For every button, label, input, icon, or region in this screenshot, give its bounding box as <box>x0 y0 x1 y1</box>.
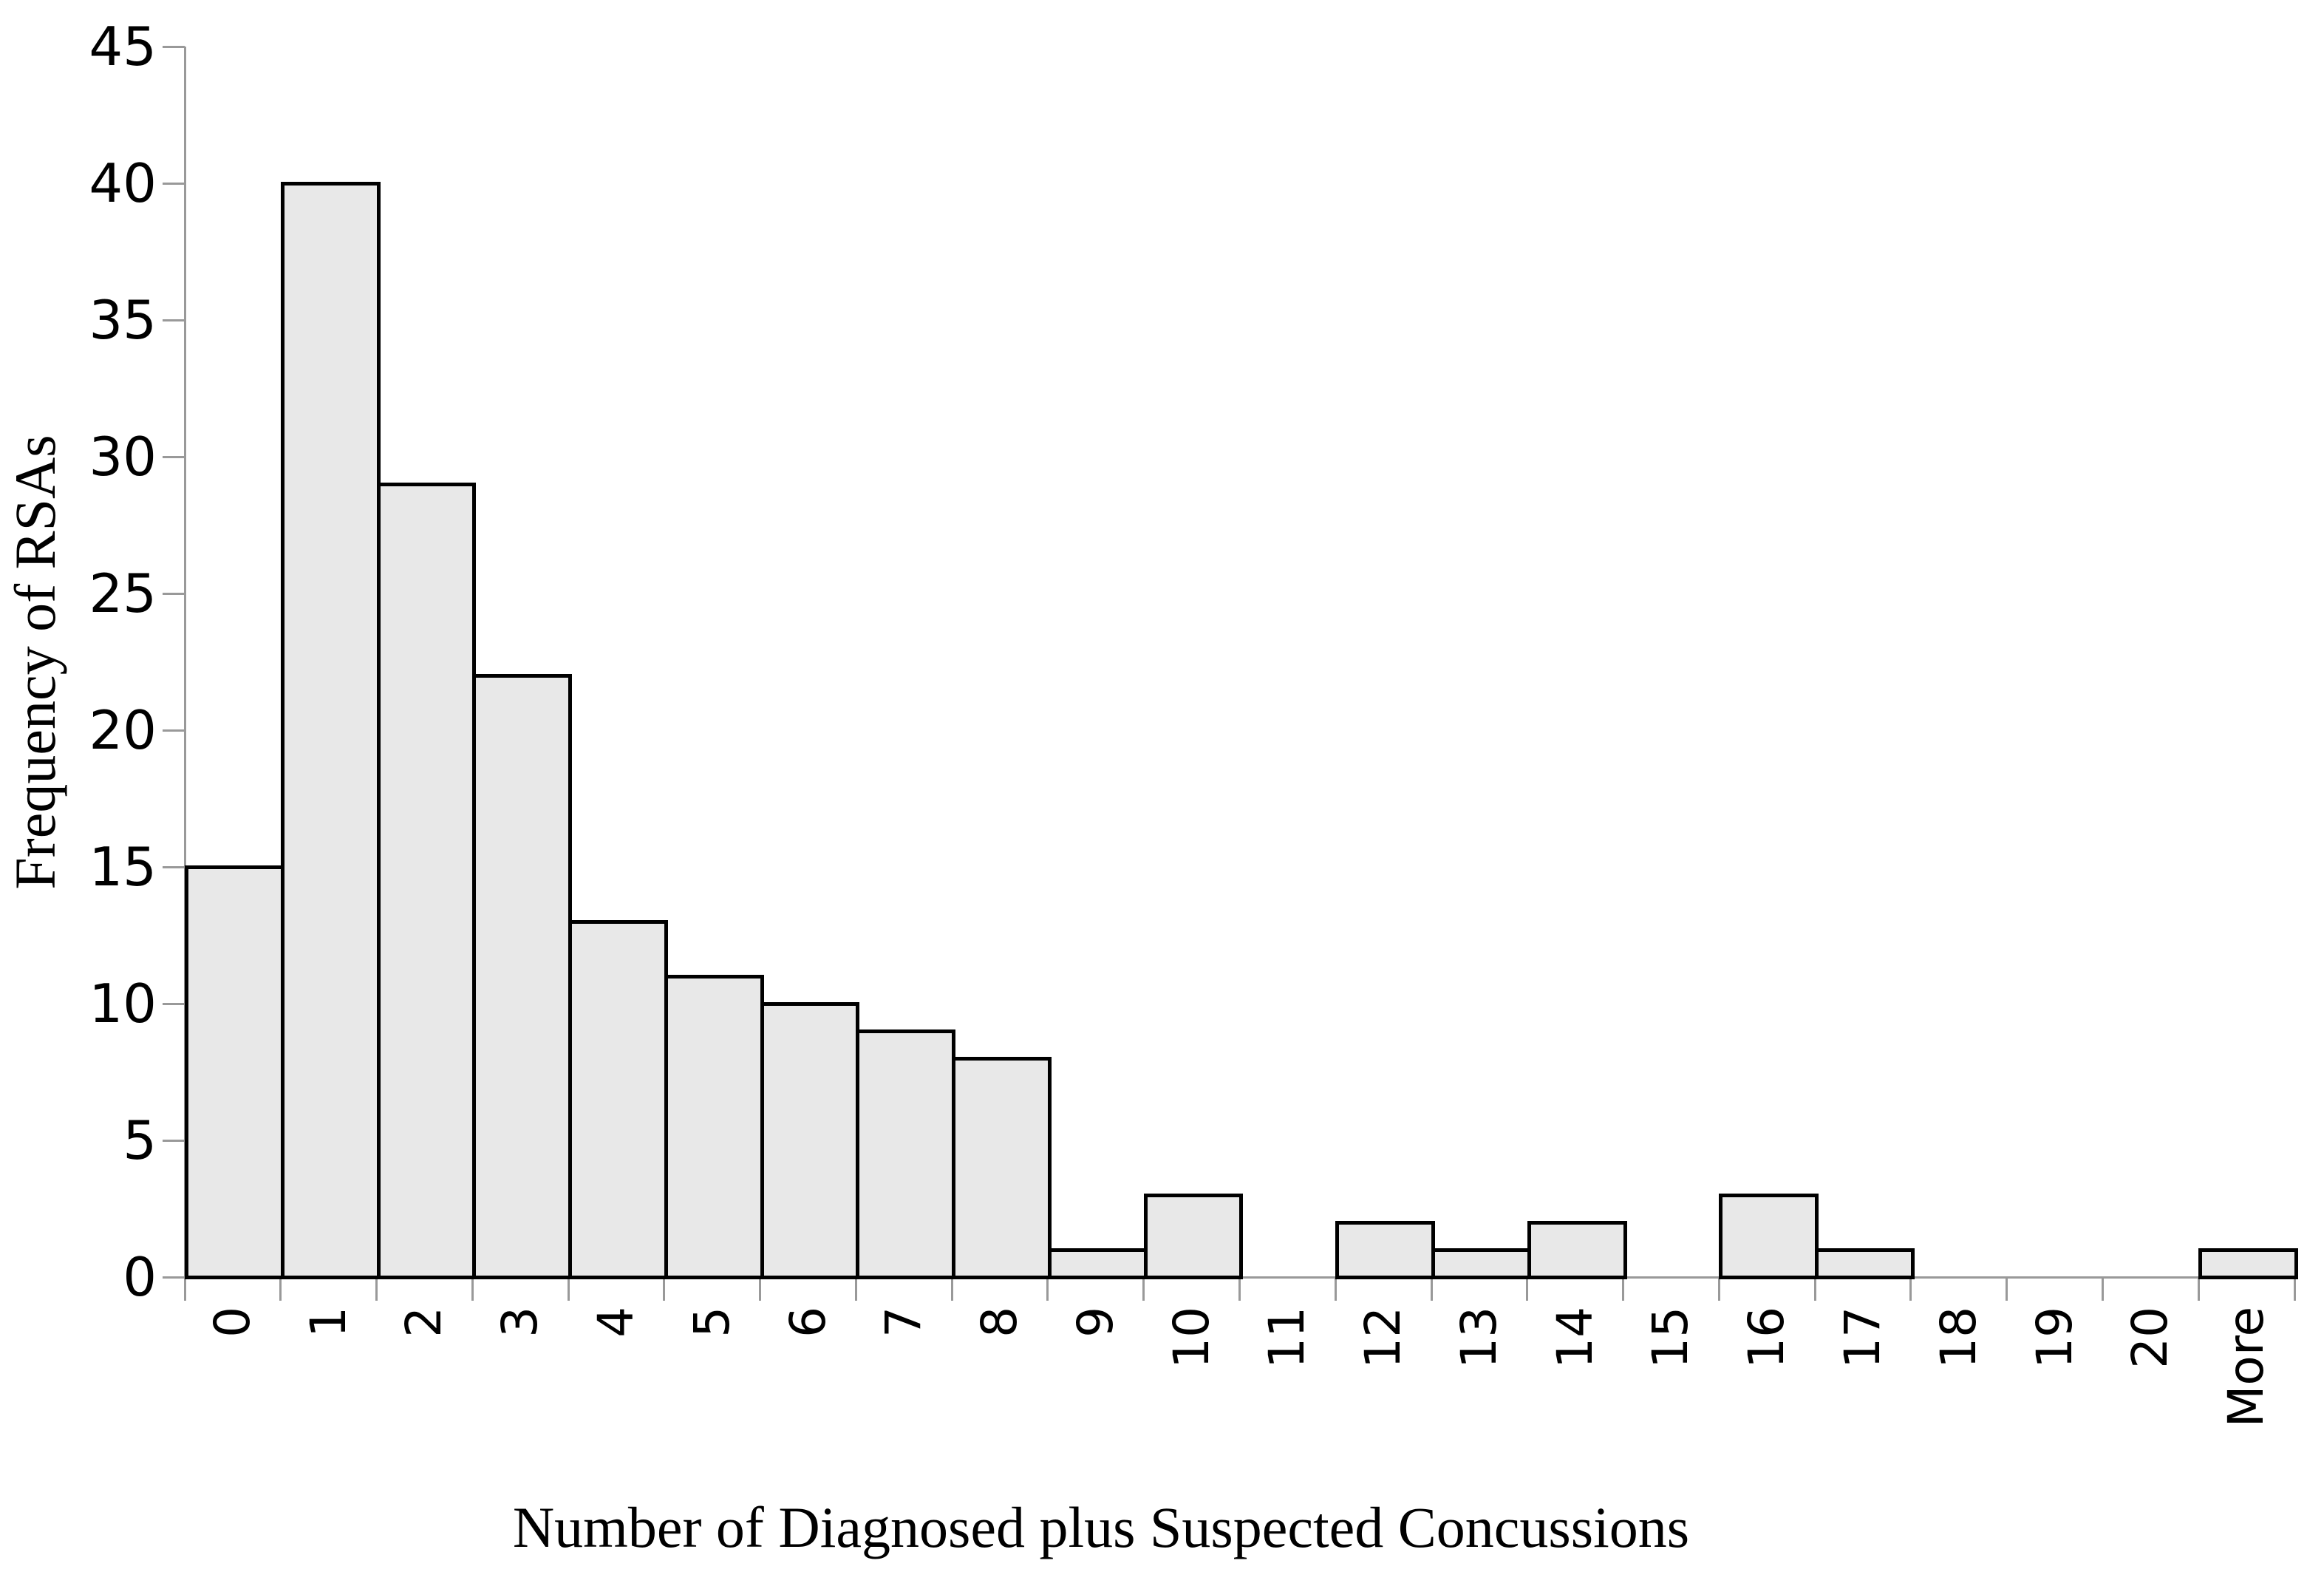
y-tick-label: 45 <box>89 16 157 78</box>
x-tick <box>567 1277 570 1301</box>
bar <box>1719 1194 1819 1279</box>
x-tick <box>279 1277 282 1301</box>
x-tick <box>1046 1277 1049 1301</box>
y-tick-label: 25 <box>89 562 157 624</box>
bar <box>1527 1221 1627 1279</box>
bar <box>1143 1194 1244 1279</box>
y-tick-label: 0 <box>123 1246 157 1308</box>
bar <box>568 920 668 1279</box>
bar <box>1047 1248 1148 1279</box>
y-tick-label: 10 <box>89 973 157 1035</box>
y-tick-label: 15 <box>89 836 157 898</box>
x-tick <box>1334 1277 1337 1301</box>
x-tick <box>471 1277 474 1301</box>
x-tick <box>950 1277 953 1301</box>
x-tick <box>1717 1277 1720 1301</box>
x-tick <box>854 1277 857 1301</box>
y-axis-title: Frequency of RSAs <box>3 435 67 890</box>
y-tick <box>163 45 185 48</box>
y-tick <box>163 1276 185 1279</box>
bar <box>1815 1248 1915 1279</box>
x-tick <box>1142 1277 1145 1301</box>
x-tick <box>1622 1277 1625 1301</box>
y-tick <box>163 729 185 732</box>
x-tick <box>1526 1277 1529 1301</box>
bar <box>185 865 284 1279</box>
x-tick <box>1909 1277 1912 1301</box>
y-axis-line <box>183 47 186 1279</box>
bar <box>280 182 381 1279</box>
y-tick <box>163 1002 185 1005</box>
x-tick <box>759 1277 762 1301</box>
y-tick <box>163 865 185 868</box>
y-tick-label: 5 <box>123 1109 157 1171</box>
x-tick-label: More <box>2218 1306 2275 1428</box>
bar <box>1335 1221 1436 1279</box>
bar <box>856 1029 956 1279</box>
y-tick-label: 20 <box>89 699 157 761</box>
y-tick <box>163 592 185 595</box>
y-tick <box>163 319 185 321</box>
bar <box>952 1057 1052 1279</box>
x-tick <box>1430 1277 1433 1301</box>
x-tick <box>2293 1277 2296 1301</box>
y-tick-label: 30 <box>89 426 157 488</box>
y-tick <box>163 455 185 458</box>
x-tick <box>663 1277 666 1301</box>
y-tick-label: 35 <box>89 289 157 351</box>
x-tick <box>2006 1277 2008 1301</box>
x-tick <box>183 1277 186 1301</box>
bar <box>664 975 764 1279</box>
y-tick <box>163 182 185 185</box>
x-tick <box>375 1277 378 1301</box>
y-tick <box>163 1139 185 1142</box>
bar <box>376 483 477 1279</box>
bar <box>760 1002 860 1279</box>
x-tick <box>2101 1277 2104 1301</box>
x-tick <box>2197 1277 2200 1301</box>
x-tick <box>1238 1277 1241 1301</box>
x-tick <box>1813 1277 1816 1301</box>
bar <box>1431 1248 1531 1279</box>
bar <box>2198 1248 2298 1279</box>
bar <box>472 674 573 1279</box>
y-tick-label: 40 <box>89 152 157 214</box>
x-axis-title: Number of Diagnosed plus Suspected Concu… <box>512 1495 1690 1559</box>
